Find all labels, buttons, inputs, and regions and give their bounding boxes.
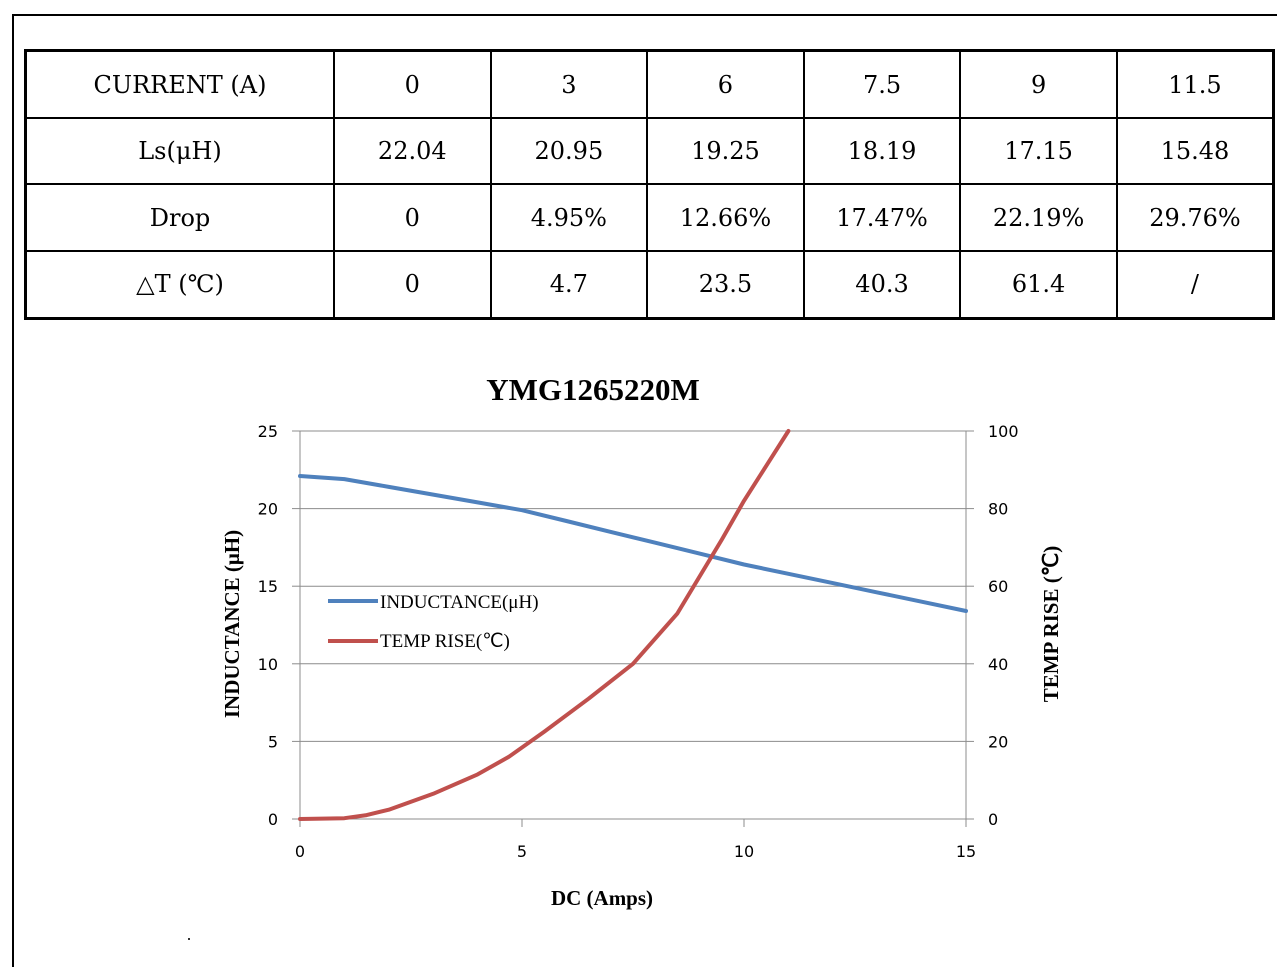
series-line-inductance xyxy=(298,474,968,613)
axes xyxy=(292,430,974,827)
table-cell: 4.95% xyxy=(489,183,649,252)
y-tick-label: 20 xyxy=(258,500,278,519)
row-label-current: CURRENT (A) xyxy=(24,49,335,120)
y-tick-label: 25 xyxy=(258,422,278,441)
chart-svg: YMG1265220M 0 5 10 15 20 25 0 20 40 60 80 100 0 5 10 15… xyxy=(220,372,1063,910)
y2-tick-label: 20 xyxy=(988,732,1008,751)
spec-table-body: CURRENT (A) 0 3 6 7.5 9 11.5 Ls(μH) 22.0… xyxy=(24,49,1275,320)
table-cell: 12.66% xyxy=(646,183,805,252)
y2-tick-label: 80 xyxy=(988,500,1008,519)
legend: INDUCTANCE(μH) TEMP RISE(℃) xyxy=(328,592,539,652)
y-tick-label: 5 xyxy=(268,732,278,751)
table-row: Ls(μH) 22.04 20.95 19.25 18.19 17.15 15.… xyxy=(24,117,1275,186)
x-axis-label: DC (Amps) xyxy=(551,886,653,910)
y2-tick-label: 0 xyxy=(988,810,998,829)
table-cell: 15.48 xyxy=(1115,117,1275,186)
table-row: △T (℃) 0 4.7 23.5 40.3 61.4 / xyxy=(24,249,1275,320)
y2-tick-label: 100 xyxy=(988,422,1019,441)
table-cell: 20.95 xyxy=(489,117,649,186)
series-line-temp-rise xyxy=(298,429,791,821)
x-tick-label: 0 xyxy=(295,842,305,861)
table-cell: 4.7 xyxy=(489,249,649,320)
x-tick-label: 5 xyxy=(517,842,527,861)
chart-title: YMG1265220M xyxy=(486,372,700,407)
y2-tick-label: 40 xyxy=(988,655,1008,674)
table-row: CURRENT (A) 0 3 6 7.5 9 11.5 xyxy=(24,49,1275,120)
table-cell: 18.19 xyxy=(802,117,962,186)
table-cell: 0 xyxy=(333,249,492,320)
row-label-temp-rise: △T (℃) xyxy=(24,249,335,320)
table-cell: 6 xyxy=(646,49,805,120)
x-tick-label: 10 xyxy=(734,842,754,861)
table-cell: 61.4 xyxy=(959,249,1118,320)
table-cell: 11.5 xyxy=(1115,49,1275,120)
legend-label-temp-rise: TEMP RISE(℃) xyxy=(380,631,510,652)
row-label-drop: Drop xyxy=(24,183,335,252)
y2-axis-label: TEMP RISE (℃) xyxy=(1039,546,1063,703)
table-cell: 29.76% xyxy=(1115,183,1275,252)
y2-tick-label: 60 xyxy=(988,577,1008,596)
y-axis-label: INDUCTANCE (μH) xyxy=(220,530,244,718)
table-cell: 19.25 xyxy=(646,117,805,186)
table-cell: 22.19% xyxy=(959,183,1118,252)
series-lines xyxy=(298,429,968,821)
spec-table: CURRENT (A) 0 3 6 7.5 9 11.5 Ls(μH) 22.0… xyxy=(24,49,1275,320)
table-cell: 22.04 xyxy=(333,117,492,186)
table-cell: 40.3 xyxy=(802,249,962,320)
table-cell: 17.47% xyxy=(802,183,962,252)
tick-labels: 0 5 10 15 20 25 0 20 40 60 80 100 0 5 10 15 xyxy=(258,422,1019,861)
x-tick-label: 15 xyxy=(956,842,976,861)
legend-label-inductance: INDUCTANCE(μH) xyxy=(380,592,539,613)
document-frame xyxy=(12,14,1277,967)
table-row: Drop 0 4.95% 12.66% 17.47% 22.19% 29.76% xyxy=(24,183,1275,252)
y-tick-label: 0 xyxy=(268,810,278,829)
y-tick-label: 15 xyxy=(258,577,278,596)
table-cell: 0 xyxy=(333,49,492,120)
stray-dot xyxy=(188,938,190,940)
gridlines xyxy=(300,430,966,742)
row-label-inductance: Ls(μH) xyxy=(24,117,335,186)
y-tick-label: 10 xyxy=(258,655,278,674)
table-cell: 9 xyxy=(959,49,1118,120)
table-cell: 23.5 xyxy=(646,249,805,320)
table-cell: 17.15 xyxy=(959,117,1118,186)
table-cell: 3 xyxy=(489,49,649,120)
table-cell: / xyxy=(1115,249,1275,320)
table-cell: 0 xyxy=(333,183,492,252)
table-cell: 7.5 xyxy=(802,49,962,120)
